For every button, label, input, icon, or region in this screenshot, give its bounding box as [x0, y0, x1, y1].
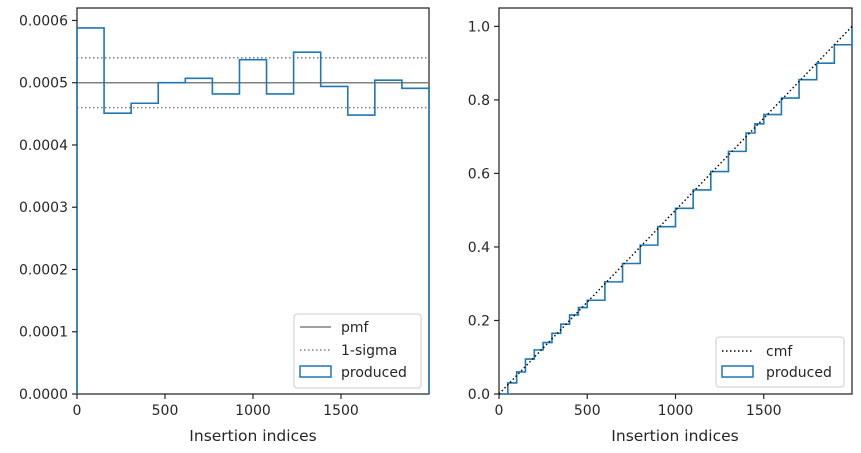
histogram-x-axis-label: Insertion indices: [189, 427, 316, 445]
legend-cmf-label: cmf: [766, 344, 793, 360]
histogram-x-tick-label: 1500: [323, 403, 359, 419]
produced-histogram-steps: [76, 27, 430, 394]
cmf-y-ticks: 0.0 0.2 0.4 0.6 0.8 1.0: [468, 19, 499, 403]
histogram-y-tick-label: 0.0004: [19, 138, 68, 154]
legend-pmf-label: pmf: [341, 320, 370, 336]
cmf-x-ticks: 0 500 1000 1500: [495, 394, 782, 419]
produced-cumulative-steps: [499, 26, 853, 395]
reference-lines: [77, 57, 429, 109]
legend-produced-swatch: [721, 365, 754, 378]
histogram-legend-box: [293, 313, 422, 389]
cmf-legend: cmf produced: [715, 336, 845, 388]
cmf-y-tick-label: 0.8: [468, 93, 490, 109]
cmf-y-tick-label: 0.4: [468, 240, 490, 256]
cmf-axes-frame: [498, 7, 853, 395]
cmf-y-tick-label: 0.6: [468, 166, 490, 182]
histogram-y-tick-label: 0.0003: [19, 200, 68, 216]
cmf-y-tick-label: 1.0: [468, 19, 490, 35]
legend-1-sigma-label: 1-sigma: [341, 343, 397, 359]
histogram-panel: 0 500 1000 1500 0.00000.00010.00020.00030.0…: [19, 7, 430, 445]
histogram-y-ticks: 0.0000 0.0001 0.0002 0.0003 0.0004 0.0005 0.00…: [19, 13, 77, 403]
cmf-panel: 0 500 1000 1500 0.0 0.2 0.4 0.6 0.8 1.0 Insertio…: [468, 7, 853, 445]
histogram-x-ticks: 0 500 1000 1500: [73, 394, 359, 419]
cmf-y-tick-label: 0.0: [468, 387, 490, 403]
legend-produced-label: produced: [341, 365, 407, 381]
cmf-x-tick-label: 1000: [658, 403, 694, 419]
cmf-line: [498, 25, 853, 395]
histogram-y-tick-label: 0.0000: [19, 387, 68, 403]
cmf-legend-box: [715, 336, 845, 388]
histogram-y-tick-label: 0.0005: [19, 76, 68, 92]
histogram-legend: pmf 1-sigma produced: [293, 313, 422, 389]
legend-produced-label: produced: [766, 365, 832, 381]
cmf-x-axis-label: Insertion indices: [611, 427, 738, 445]
histogram-x-tick-label: 500: [152, 403, 179, 419]
cmf-x-tick-label: 1500: [746, 403, 782, 419]
cmf-x-tick-label: 0: [495, 403, 504, 419]
histogram-y-tick-label: 0.0002: [19, 262, 68, 278]
cmf-y-tick-label: 0.2: [468, 313, 490, 329]
cmf-x-tick-label: 500: [574, 403, 601, 419]
histogram-y-tick-label: 0.0001: [19, 325, 68, 341]
histogram-x-tick-label: 1000: [235, 403, 271, 419]
histogram-y-tick-label: 0.0006: [19, 13, 68, 29]
legend-produced-swatch: [299, 365, 332, 378]
histogram-x-tick-label: 0: [73, 403, 82, 419]
